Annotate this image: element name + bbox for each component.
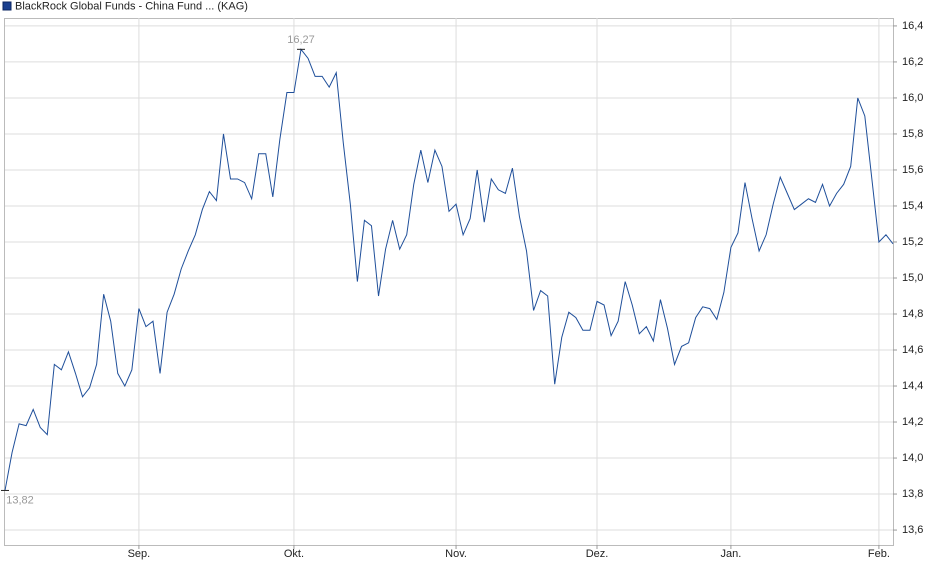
y-tick-label: 15,4 (902, 200, 923, 212)
y-tick-label: 16,4 (902, 20, 923, 32)
y-tick-label: 13,8 (902, 488, 923, 500)
y-tick-label: 16,0 (902, 92, 923, 104)
y-tick-label: 13,6 (902, 524, 923, 536)
plot-frame (4, 18, 894, 546)
x-tick-label: Sep. (128, 548, 151, 560)
x-tick-label: Nov. (445, 548, 467, 560)
x-tick-label: Okt. (284, 548, 304, 560)
annotation-label: 13,82 (6, 494, 34, 506)
y-tick-label: 14,0 (902, 452, 923, 464)
y-tick-label: 15,0 (902, 272, 923, 284)
y-tick-label: 15,2 (902, 236, 923, 248)
y-tick-label: 14,2 (902, 416, 923, 428)
y-tick-label: 14,6 (902, 344, 923, 356)
y-tick-label: 14,4 (902, 380, 923, 392)
annotation-label: 16,27 (287, 34, 315, 46)
y-tick-label: 16,2 (902, 56, 923, 68)
legend-swatch (2, 1, 12, 11)
legend-label: BlackRock Global Funds - China Fund ... … (15, 0, 248, 12)
x-tick-label: Feb. (868, 548, 890, 560)
y-tick-label: 15,6 (902, 164, 923, 176)
x-tick-label: Jan. (721, 548, 742, 560)
x-tick-label: Dez. (586, 548, 609, 560)
y-tick-label: 14,8 (902, 308, 923, 320)
line-series (4, 48, 894, 491)
y-tick-label: 15,8 (902, 128, 923, 140)
